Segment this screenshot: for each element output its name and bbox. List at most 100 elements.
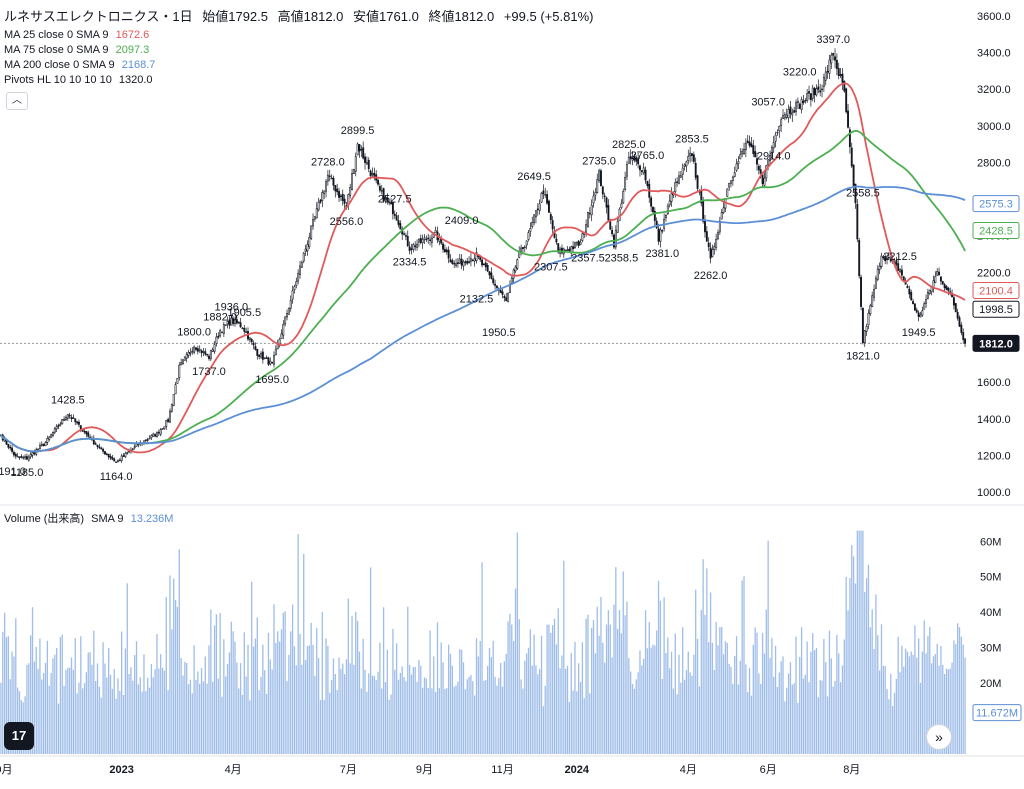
volume-bar [288, 654, 290, 754]
volume-bar [440, 642, 442, 754]
candle-body [334, 184, 337, 192]
volume-bar [596, 606, 598, 754]
volume-bar [470, 675, 472, 754]
candle-body [313, 216, 316, 220]
candle-body [351, 173, 353, 191]
candle-body [546, 194, 549, 204]
volume-legend[interactable]: Volume (出来高) SMA 9 13.236M [4, 512, 177, 526]
candle-body [176, 378, 179, 384]
candle-body [897, 263, 900, 271]
candle-body [312, 219, 314, 227]
price-tick-label: 3600.0 [977, 11, 1011, 23]
candle-body [11, 447, 14, 452]
volume-bar [496, 685, 498, 754]
volume-bar [80, 636, 82, 754]
volume-bar [154, 669, 156, 754]
volume-bar [466, 679, 468, 754]
volume-bar [886, 689, 888, 754]
candle-body [29, 453, 32, 458]
candle-body [38, 445, 41, 449]
candle-body [934, 276, 937, 283]
candle-body [378, 186, 381, 191]
candle-body [20, 456, 23, 458]
pivot-label: 2853.5 [675, 134, 709, 146]
candle-body [232, 318, 235, 324]
candle-body [835, 60, 838, 69]
volume-bar [628, 658, 630, 754]
volume-bar [375, 680, 377, 754]
candle-body [696, 175, 699, 189]
candle-body [481, 259, 484, 266]
candle-body [228, 319, 231, 326]
candle-body [42, 443, 45, 446]
candle-body [757, 165, 760, 171]
candle-body [399, 223, 402, 230]
candle-body [730, 180, 732, 184]
candle-body [156, 431, 158, 437]
volume-bar [418, 659, 420, 754]
candle-body [245, 331, 248, 333]
volume-bar [184, 661, 186, 754]
candle-body [659, 229, 662, 242]
candle-body [7, 444, 10, 448]
candle-body [728, 182, 731, 188]
volume-bar [578, 663, 580, 754]
candle-body [826, 70, 829, 73]
volume-bar [193, 645, 195, 754]
volume-bar [444, 688, 446, 754]
volume-bar [492, 640, 494, 754]
volume-bar [325, 638, 327, 754]
candle-body [74, 418, 77, 422]
candle-body [297, 272, 300, 282]
volume-bar [559, 668, 561, 754]
volume-bar [46, 640, 49, 754]
candle-body [735, 163, 738, 171]
volume-bar [745, 664, 747, 754]
volume-bar [771, 638, 773, 754]
volume-bar [804, 674, 806, 754]
candle-body [620, 203, 623, 209]
volume-sma: SMA 9 [91, 513, 124, 525]
candle-body [692, 154, 695, 162]
candle-body [917, 312, 920, 317]
candle-body [133, 446, 136, 449]
candle-body [817, 86, 820, 90]
candle-body [449, 259, 452, 263]
volume-bar [914, 625, 916, 754]
volume-bar [901, 645, 903, 754]
candle-body [605, 197, 608, 208]
volume-bar [143, 654, 145, 754]
candle-body [425, 238, 428, 241]
collapse-legend-button[interactable]: ︿ [6, 92, 28, 110]
volume-bar [761, 632, 764, 754]
volume-bar [113, 669, 115, 754]
volume-bar [373, 675, 375, 754]
volume-bar [460, 649, 463, 754]
volume-bar [916, 657, 918, 754]
volume-bar [499, 662, 502, 754]
volume-bar [332, 658, 335, 754]
volume-bar [843, 639, 845, 754]
volume-bar [425, 678, 427, 754]
scroll-to-realtime-button[interactable]: » [926, 724, 952, 750]
candle-body [115, 461, 118, 463]
candle-body [601, 186, 604, 195]
volume-bar [674, 633, 676, 754]
candle-body [102, 448, 105, 452]
volume-bar [784, 701, 786, 754]
volume-bar [277, 631, 279, 754]
volume-bar [620, 633, 623, 754]
pivot-label: 2357.5 [571, 252, 605, 264]
volume-bar [717, 645, 719, 754]
volume-bar [635, 679, 637, 754]
candle-body [208, 355, 210, 359]
volume-bar [239, 663, 242, 754]
volume-bar [100, 697, 102, 754]
candle-body [224, 324, 227, 326]
candle-body [876, 268, 879, 280]
pivot-label: 3397.0 [816, 34, 850, 46]
volume-bar [323, 699, 325, 754]
volume-bar [791, 684, 793, 754]
tradingview-logo[interactable]: 17 [4, 722, 34, 750]
